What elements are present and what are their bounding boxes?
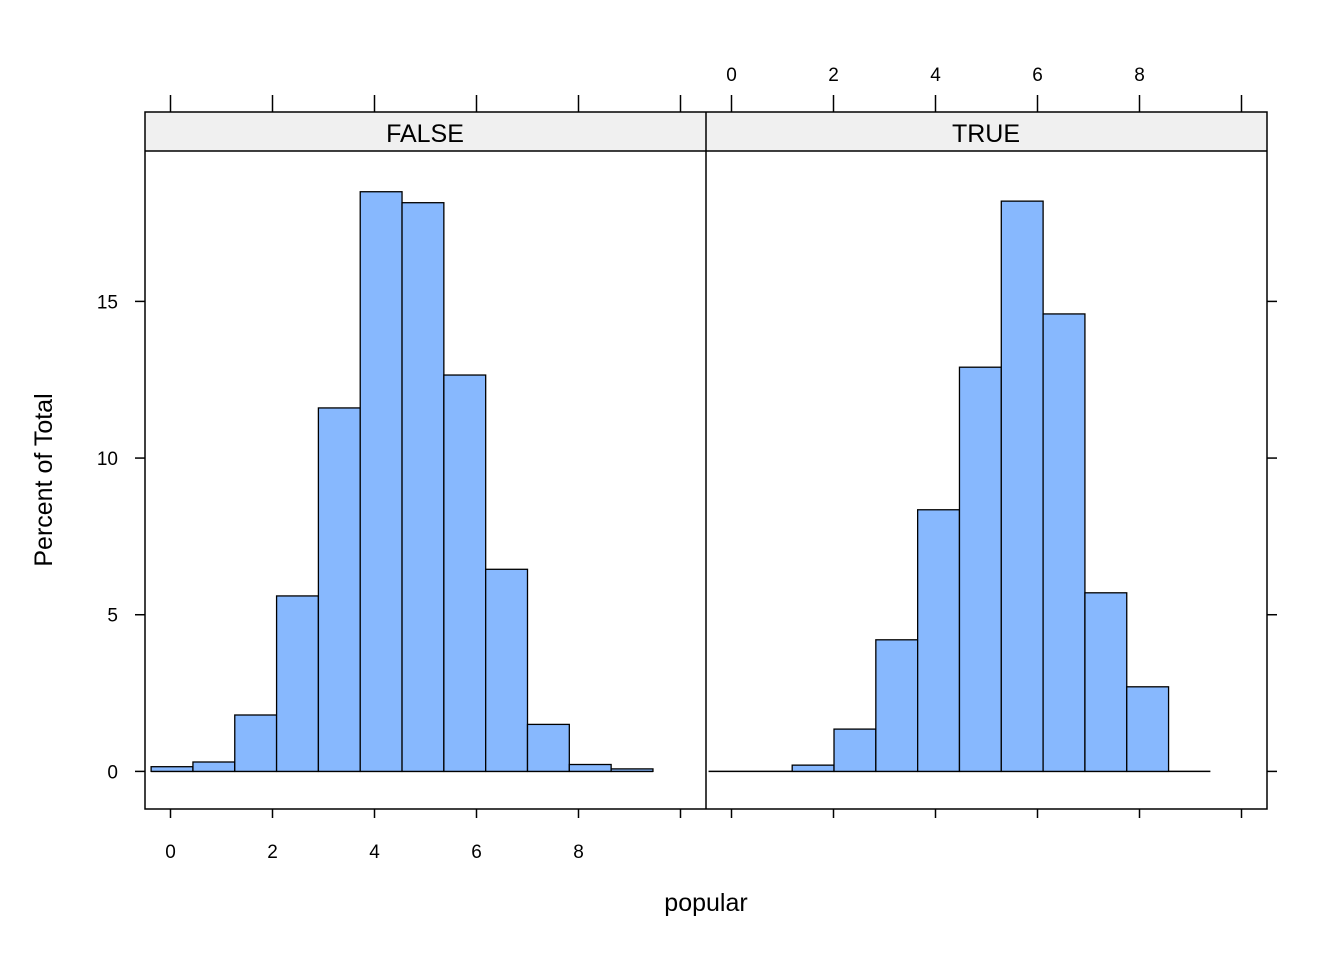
strip-true-bg (706, 112, 1267, 151)
x-tick-label-bottom: 4 (369, 842, 380, 863)
bar (359, 191, 403, 773)
x-tick-label-bottom: 2 (267, 842, 278, 863)
x-tick-label-top: 0 (726, 65, 737, 86)
strip-label-false: FALSE (386, 120, 464, 148)
x-tick-label-top: 4 (930, 65, 941, 86)
y-axis-label: Percent of Total (30, 393, 58, 566)
x-axis-label: popular (664, 889, 747, 917)
bar (875, 639, 919, 773)
bar (443, 374, 487, 773)
x-tick-label-top: 2 (828, 65, 839, 86)
bar (150, 766, 194, 773)
axes: 0 0 2 2 4 4 6 6 8 8 0 5 10 15 (97, 65, 1277, 863)
bars-false-panel (150, 191, 654, 773)
x-tick-label-bottom: 6 (471, 842, 482, 863)
bar (791, 764, 835, 773)
bar (192, 761, 236, 773)
bar (1084, 592, 1128, 773)
bar (917, 509, 961, 773)
bar (401, 202, 445, 773)
bar (234, 714, 278, 773)
y-tick-label: 5 (107, 606, 118, 627)
bar (275, 595, 320, 773)
bar (833, 728, 877, 773)
bar (1000, 200, 1044, 773)
x-tick-label-top: 8 (1134, 65, 1145, 86)
y-tick-label: 15 (97, 292, 118, 313)
strip-label-true: TRUE (952, 120, 1020, 148)
x-tick-label-top: 6 (1032, 65, 1043, 86)
strip-false-bg (145, 112, 706, 151)
x-tick-label-bottom: 8 (573, 842, 584, 863)
x-tick-label-bottom: 0 (165, 842, 176, 863)
y-tick-label: 0 (107, 762, 118, 783)
bar (485, 568, 529, 773)
bar (568, 763, 612, 773)
bar (610, 768, 654, 773)
bar (1042, 313, 1086, 773)
bar (526, 723, 570, 773)
bar (1126, 686, 1170, 773)
bar (317, 407, 361, 773)
bars-true-panel (708, 200, 1211, 773)
y-tick-label: 10 (97, 449, 118, 470)
bar (958, 366, 1002, 773)
